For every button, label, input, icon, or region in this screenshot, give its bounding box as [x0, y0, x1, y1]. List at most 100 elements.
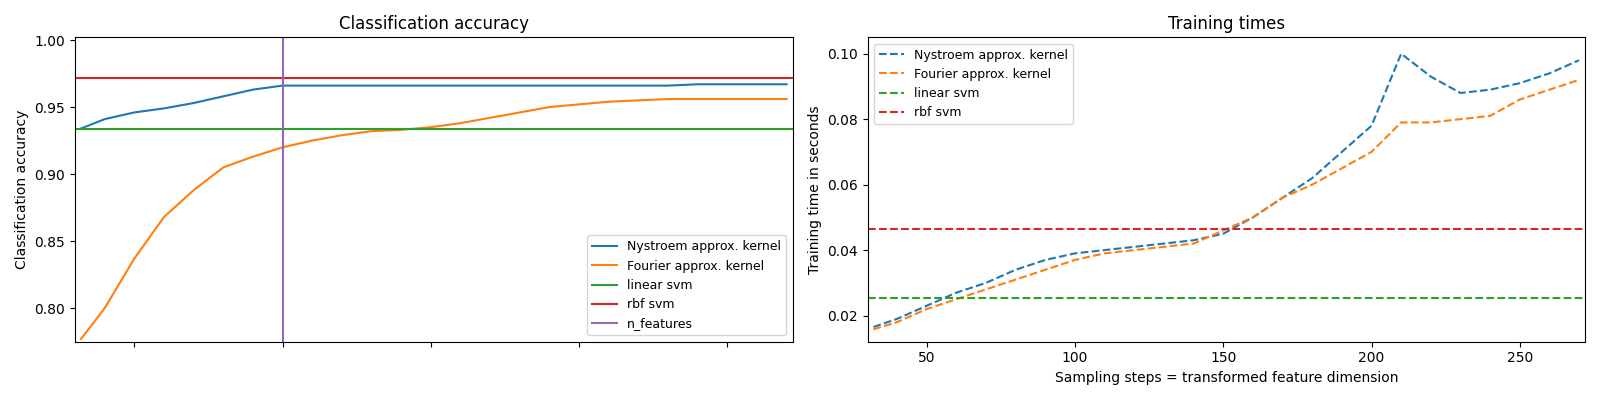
Nystroem approx. kernel — [718, 82, 738, 87]
Fourier approx. kernel — [1184, 241, 1203, 246]
Fourier approx. kernel — [1094, 251, 1114, 256]
Fourier approx. kernel — [1362, 150, 1381, 154]
Nystroem approx. kernel — [94, 117, 114, 122]
Nystroem approx. kernel — [1570, 58, 1589, 63]
linear svm — [770, 296, 789, 300]
Line: Nystroem approx. kernel: Nystroem approx. kernel — [82, 84, 787, 128]
Fourier approx. kernel — [274, 145, 293, 150]
Nystroem approx. kernel — [333, 83, 352, 88]
Y-axis label: Classification accuracy: Classification accuracy — [14, 110, 29, 269]
Nystroem approx. kernel — [1421, 74, 1440, 79]
Nystroem approx. kernel — [688, 82, 707, 87]
Nystroem approx. kernel — [1214, 231, 1234, 236]
Nystroem approx. kernel — [1451, 90, 1470, 95]
Nystroem approx. kernel — [1243, 215, 1262, 220]
Nystroem approx. kernel — [1302, 176, 1322, 180]
Fourier approx. kernel — [94, 306, 114, 310]
Fourier approx. kernel — [1214, 228, 1234, 233]
Nystroem approx. kernel — [302, 83, 322, 88]
Fourier approx. kernel — [333, 133, 352, 138]
Nystroem approx. kernel — [1094, 248, 1114, 252]
Nystroem approx. kernel — [125, 110, 144, 115]
rbf svm — [771, 226, 790, 231]
Fourier approx. kernel — [539, 105, 558, 110]
Fourier approx. kernel — [1035, 267, 1054, 272]
Legend: Nystroem approx. kernel, Fourier approx. kernel, linear svm, rbf svm, n_features: Nystroem approx. kernel, Fourier approx.… — [587, 236, 786, 336]
Fourier approx. kernel — [688, 97, 707, 102]
Line: Fourier approx. kernel: Fourier approx. kernel — [874, 80, 1579, 329]
Nystroem approx. kernel — [480, 83, 499, 88]
Nystroem approx. kernel — [747, 82, 766, 87]
Legend: Nystroem approx. kernel, Fourier approx. kernel, linear svm, rbf svm: Nystroem approx. kernel, Fourier approx.… — [874, 44, 1072, 124]
Fourier approx. kernel — [214, 165, 234, 170]
Nystroem approx. kernel — [1184, 238, 1203, 243]
Nystroem approx. kernel — [976, 280, 995, 285]
Fourier approx. kernel — [1243, 215, 1262, 220]
Fourier approx. kernel — [1480, 114, 1499, 118]
Fourier approx. kernel — [392, 128, 411, 132]
Fourier approx. kernel — [480, 115, 499, 120]
Fourier approx. kernel — [1155, 244, 1174, 249]
Nystroem approx. kernel — [947, 290, 966, 295]
Fourier approx. kernel — [1539, 87, 1558, 92]
Fourier approx. kernel — [1451, 117, 1470, 122]
Nystroem approx. kernel — [778, 82, 797, 87]
Fourier approx. kernel — [451, 121, 470, 126]
Line: Fourier approx. kernel: Fourier approx. kernel — [82, 99, 787, 339]
Nystroem approx. kernel — [629, 83, 648, 88]
Title: Classification accuracy: Classification accuracy — [339, 15, 528, 33]
Nystroem approx. kernel — [864, 324, 883, 329]
Fourier approx. kernel — [888, 320, 907, 324]
Nystroem approx. kernel — [392, 83, 411, 88]
Fourier approx. kernel — [747, 97, 766, 102]
Nystroem approx. kernel — [362, 83, 381, 88]
Nystroem approx. kernel — [1392, 51, 1411, 56]
Fourier approx. kernel — [1066, 258, 1085, 262]
X-axis label: Sampling steps = transformed feature dimension: Sampling steps = transformed feature dim… — [1054, 371, 1398, 385]
Fourier approx. kernel — [1510, 97, 1530, 102]
Fourier approx. kernel — [421, 125, 440, 130]
Nystroem approx. kernel — [658, 83, 677, 88]
Fourier approx. kernel — [1570, 78, 1589, 82]
Nystroem approx. kernel — [598, 83, 618, 88]
Nystroem approx. kernel — [888, 316, 907, 321]
Nystroem approx. kernel — [1125, 244, 1144, 249]
Fourier approx. kernel — [598, 99, 618, 104]
Fourier approx. kernel — [184, 188, 203, 192]
Nystroem approx. kernel — [451, 83, 470, 88]
Nystroem approx. kernel — [243, 87, 262, 92]
Nystroem approx. kernel — [1480, 87, 1499, 92]
Fourier approx. kernel — [976, 287, 995, 292]
Nystroem approx. kernel — [1510, 81, 1530, 86]
Fourier approx. kernel — [243, 154, 262, 159]
Nystroem approx. kernel — [510, 83, 530, 88]
Fourier approx. kernel — [125, 256, 144, 261]
Nystroem approx. kernel — [72, 126, 91, 131]
Nystroem approx. kernel — [1274, 195, 1293, 200]
Nystroem approx. kernel — [1539, 71, 1558, 76]
Fourier approx. kernel — [947, 297, 966, 302]
Nystroem approx. kernel — [421, 83, 440, 88]
Nystroem approx. kernel — [539, 83, 558, 88]
Fourier approx. kernel — [629, 98, 648, 103]
Fourier approx. kernel — [302, 138, 322, 143]
Nystroem approx. kernel — [1155, 241, 1174, 246]
Nystroem approx. kernel — [1362, 123, 1381, 128]
rbf svm — [770, 226, 789, 231]
Nystroem approx. kernel — [570, 83, 589, 88]
Fourier approx. kernel — [1006, 277, 1026, 282]
Fourier approx. kernel — [154, 215, 173, 220]
Nystroem approx. kernel — [154, 106, 173, 111]
Fourier approx. kernel — [864, 327, 883, 332]
Fourier approx. kernel — [1421, 120, 1440, 125]
Fourier approx. kernel — [1274, 195, 1293, 200]
Fourier approx. kernel — [362, 129, 381, 134]
Nystroem approx. kernel — [1066, 251, 1085, 256]
Fourier approx. kernel — [658, 97, 677, 102]
Y-axis label: Training time in seconds: Training time in seconds — [808, 105, 821, 274]
linear svm — [771, 296, 790, 300]
Fourier approx. kernel — [1392, 120, 1411, 125]
Fourier approx. kernel — [1302, 182, 1322, 187]
Nystroem approx. kernel — [1035, 258, 1054, 262]
Fourier approx. kernel — [917, 306, 936, 311]
